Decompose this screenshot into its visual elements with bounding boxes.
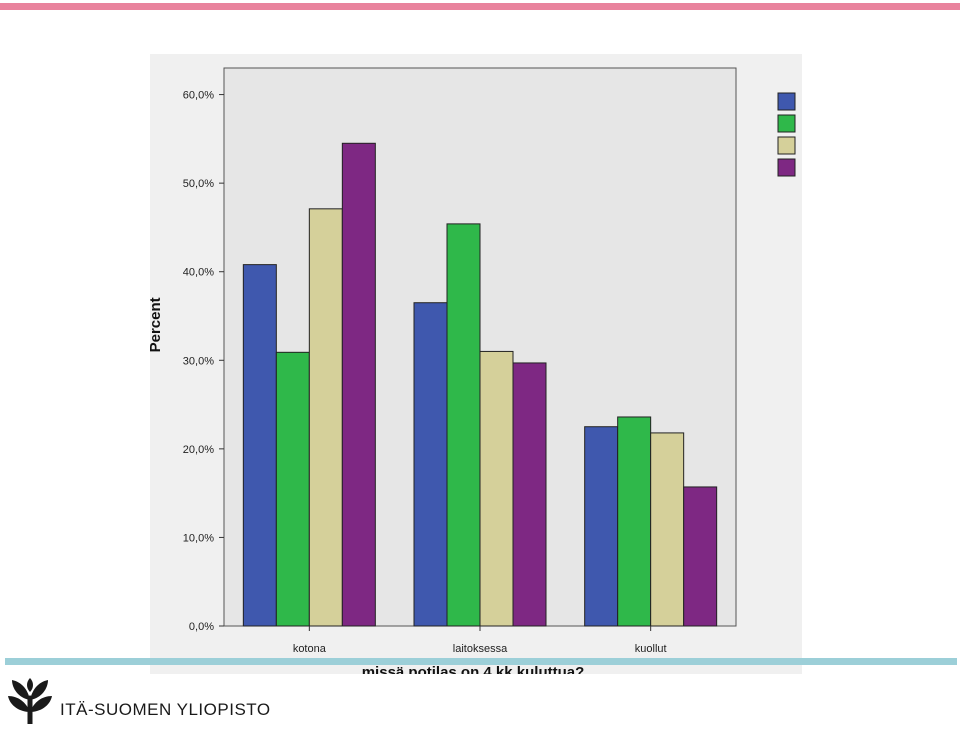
bar <box>446 223 481 627</box>
y-tick-label: 50,0% <box>183 178 214 190</box>
bar <box>413 302 448 627</box>
y-axis-title: Percent <box>150 297 164 352</box>
y-tick-label: 60,0% <box>183 90 214 102</box>
legend-swatch <box>777 92 796 111</box>
x-tick-label: laitoksessa <box>453 643 508 655</box>
bar <box>308 208 343 627</box>
chart-panel: 0,0% 10,0% 20,0% 30,0% 40,0% 50,0% 60,0% kotona… <box>150 54 802 674</box>
bar <box>275 351 310 627</box>
bar <box>683 486 718 627</box>
bar-chart: 0,0% 10,0% 20,0% 30,0% 40,0% 50,0% 60,0% kotona… <box>150 67 796 674</box>
y-tick-label: 30,0% <box>183 355 214 367</box>
x-axis-title: missä potilas on 4 kk kuluttua? <box>362 664 585 674</box>
legend-swatch <box>777 136 796 155</box>
y-tick-label: 0,0% <box>189 621 214 633</box>
bar <box>617 416 652 627</box>
y-tick-label: 10,0% <box>183 532 214 544</box>
x-tick-label: kotona <box>293 643 327 655</box>
legend-swatch <box>777 114 796 133</box>
bottom-accent-line <box>5 658 957 665</box>
x-tick-label: kuollut <box>635 643 667 655</box>
legend-swatch <box>777 158 796 177</box>
university-name: ITÄ-SUOMEN YLIOPISTO <box>60 700 271 719</box>
bar <box>650 432 685 627</box>
bar <box>341 142 376 627</box>
y-tick-label: 20,0% <box>183 444 214 456</box>
bar <box>479 350 514 627</box>
bar <box>512 362 547 627</box>
bar <box>584 426 619 627</box>
top-accent-bar <box>0 3 960 10</box>
bar <box>242 264 277 627</box>
university-sprout-logo-icon <box>8 678 52 729</box>
y-tick-label: 40,0% <box>183 267 214 279</box>
